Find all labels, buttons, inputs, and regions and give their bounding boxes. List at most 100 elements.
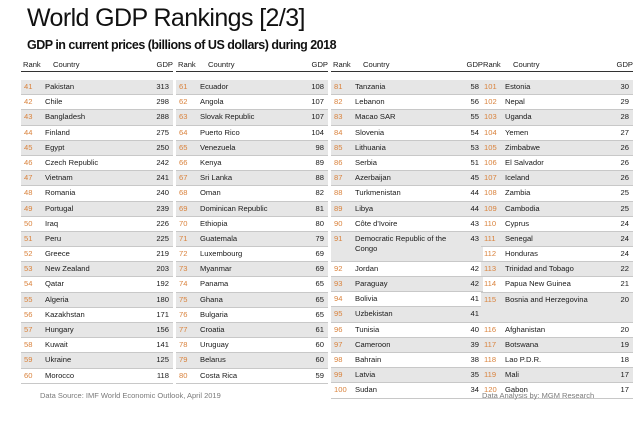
rank-cell: 57: [24, 325, 33, 334]
gdp-cell: 79: [315, 233, 324, 243]
country-cell: Azerbaijan: [355, 173, 391, 183]
table-row: 73 Myanmar 69: [176, 262, 328, 278]
column-header-country: Country: [208, 60, 235, 69]
gdp-cell: 26: [620, 173, 629, 183]
gdp-cell: 250: [156, 142, 169, 152]
country-cell: Uganda: [505, 112, 532, 122]
gdp-cell: 19: [620, 339, 629, 349]
table-row: 102 Nepal 29: [481, 95, 633, 111]
rank-cell: 46: [24, 157, 33, 167]
gdp-cell: 69: [315, 249, 324, 259]
country-cell: Trinidad and Tobago: [505, 264, 574, 274]
country-cell: Uruguay: [200, 340, 229, 350]
column-header-row: Rank Country GDP: [331, 58, 483, 72]
column-header-gdp: GDP: [466, 60, 483, 69]
rank-cell: 118: [484, 355, 497, 364]
table-row: 86 Serbia 51: [331, 156, 483, 172]
table-row: 83 Macao SAR 55: [331, 110, 483, 126]
rank-cell: 115: [484, 294, 497, 304]
table-row: 57 Hungary 156: [21, 323, 173, 339]
table-row: 75 Ghana 65: [176, 292, 328, 308]
table-row: 82 Lebanon 56: [331, 95, 483, 111]
country-cell: Nepal: [505, 97, 525, 107]
gdp-cell: 20: [620, 294, 629, 304]
column-header-gdp: GDP: [616, 60, 633, 69]
country-cell: Morocco: [45, 370, 75, 380]
table-row: 100 Sudan 34: [331, 383, 483, 399]
gdp-cell: 30: [620, 82, 629, 91]
table-row: 61 Ecuador 108: [176, 80, 328, 96]
table-row: 109 Cambodia 25: [481, 201, 633, 217]
table-row: 72 Luxembourg 69: [176, 247, 328, 263]
table-row: 47 Vietnam 241: [21, 171, 173, 187]
rank-cell: 96: [334, 324, 343, 334]
rank-cell: 107: [484, 173, 497, 183]
gdp-cell: 40: [470, 324, 479, 334]
table-row: 67 Sri Lanka 88: [176, 171, 328, 187]
country-cell: Honduras: [505, 249, 538, 259]
table-body: 61 Ecuador 108 62 Angola 107 63 Slovak Republic…: [176, 80, 328, 384]
country-cell: Hungary: [45, 325, 74, 334]
table-row: 70 Ethiopia 80: [176, 217, 328, 232]
column-header-country: Country: [363, 60, 390, 69]
table-row: 62 Angola 107: [176, 95, 328, 111]
table-row: 79 Belarus 60: [176, 353, 328, 369]
rank-cell: 90: [334, 218, 343, 228]
table-row: 120 Gabon 17: [481, 383, 633, 399]
rank-cell: 104: [484, 127, 497, 137]
gdp-cell: 225: [156, 233, 169, 243]
gdp-cell: 61: [315, 325, 324, 334]
table-row: 49 Portugal 239: [21, 201, 173, 217]
gdp-cell: 275: [156, 127, 169, 137]
gdp-cell: 171: [156, 309, 169, 319]
table-row: 58 Kuwait 141: [21, 338, 173, 354]
table-row: 118 Lao P.D.R. 18: [481, 353, 633, 369]
table-row: 105 Zimbabwe 26: [481, 140, 633, 156]
table-row: 95 Uzbekistan 41: [331, 307, 483, 323]
country-cell: Papua New Guinea: [505, 279, 571, 289]
table-body: 81 Tanzania 58 82 Lebanon 56 83 Macao SAR 55 84 Sl…: [331, 80, 483, 399]
gdp-cell: 42: [470, 263, 479, 273]
table-row: 117 Botswana 19: [481, 337, 633, 353]
rank-cell: 79: [179, 355, 188, 365]
table-row: 97 Cameroon 39: [331, 337, 483, 353]
gdp-cell: 81: [315, 203, 324, 213]
table-row: 41 Pakistan 313: [21, 80, 173, 96]
column-header-country: Country: [513, 60, 540, 69]
gdp-cell: 240: [156, 188, 169, 198]
country-cell: Ethiopia: [200, 218, 228, 228]
column-header-rank: Rank: [178, 60, 196, 69]
country-cell: Paraguay: [355, 279, 388, 289]
gdp-cell: 226: [156, 218, 169, 228]
gdp-cell: 108: [311, 82, 324, 91]
column-header-rank: Rank: [23, 60, 41, 69]
rank-cell: 98: [334, 355, 343, 364]
table-row: 68 Oman 82: [176, 186, 328, 202]
gdp-cell: 41: [470, 294, 479, 304]
gdp-cell: 25: [620, 203, 629, 213]
country-cell: Kuwait: [45, 340, 68, 350]
gdp-cell: 39: [470, 339, 479, 349]
country-cell: Bosnia and Herzegovina: [505, 294, 588, 304]
gdp-cell: 18: [620, 355, 629, 364]
rank-cell: 109: [484, 203, 497, 213]
table-row: 56 Kazakhstan 171: [21, 308, 173, 323]
gdp-cell: 38: [470, 355, 479, 364]
rank-cell: 82: [334, 97, 343, 107]
table-row: 60 Morocco 118: [21, 369, 173, 384]
gdp-cell: 28: [620, 112, 629, 122]
country-cell: Czech Republic: [45, 157, 99, 167]
rank-cell: 87: [334, 173, 343, 183]
gdp-cell: 42: [470, 279, 479, 289]
country-cell: Cameroon: [355, 339, 391, 349]
table-row: 66 Kenya 89: [176, 156, 328, 172]
rank-cell: 68: [179, 188, 188, 198]
rank-cell: 58: [24, 340, 33, 350]
table-row: 65 Venezuela 98: [176, 140, 328, 156]
gdp-cell: 29: [620, 97, 629, 107]
rank-cell: 62: [179, 97, 188, 107]
column-header-gdp: GDP: [311, 60, 328, 69]
page-subtitle: GDP in current prices (billions of US do…: [27, 38, 337, 52]
table-row: 48 Romania 240: [21, 186, 173, 202]
table-row: 44 Finland 275: [21, 126, 173, 141]
